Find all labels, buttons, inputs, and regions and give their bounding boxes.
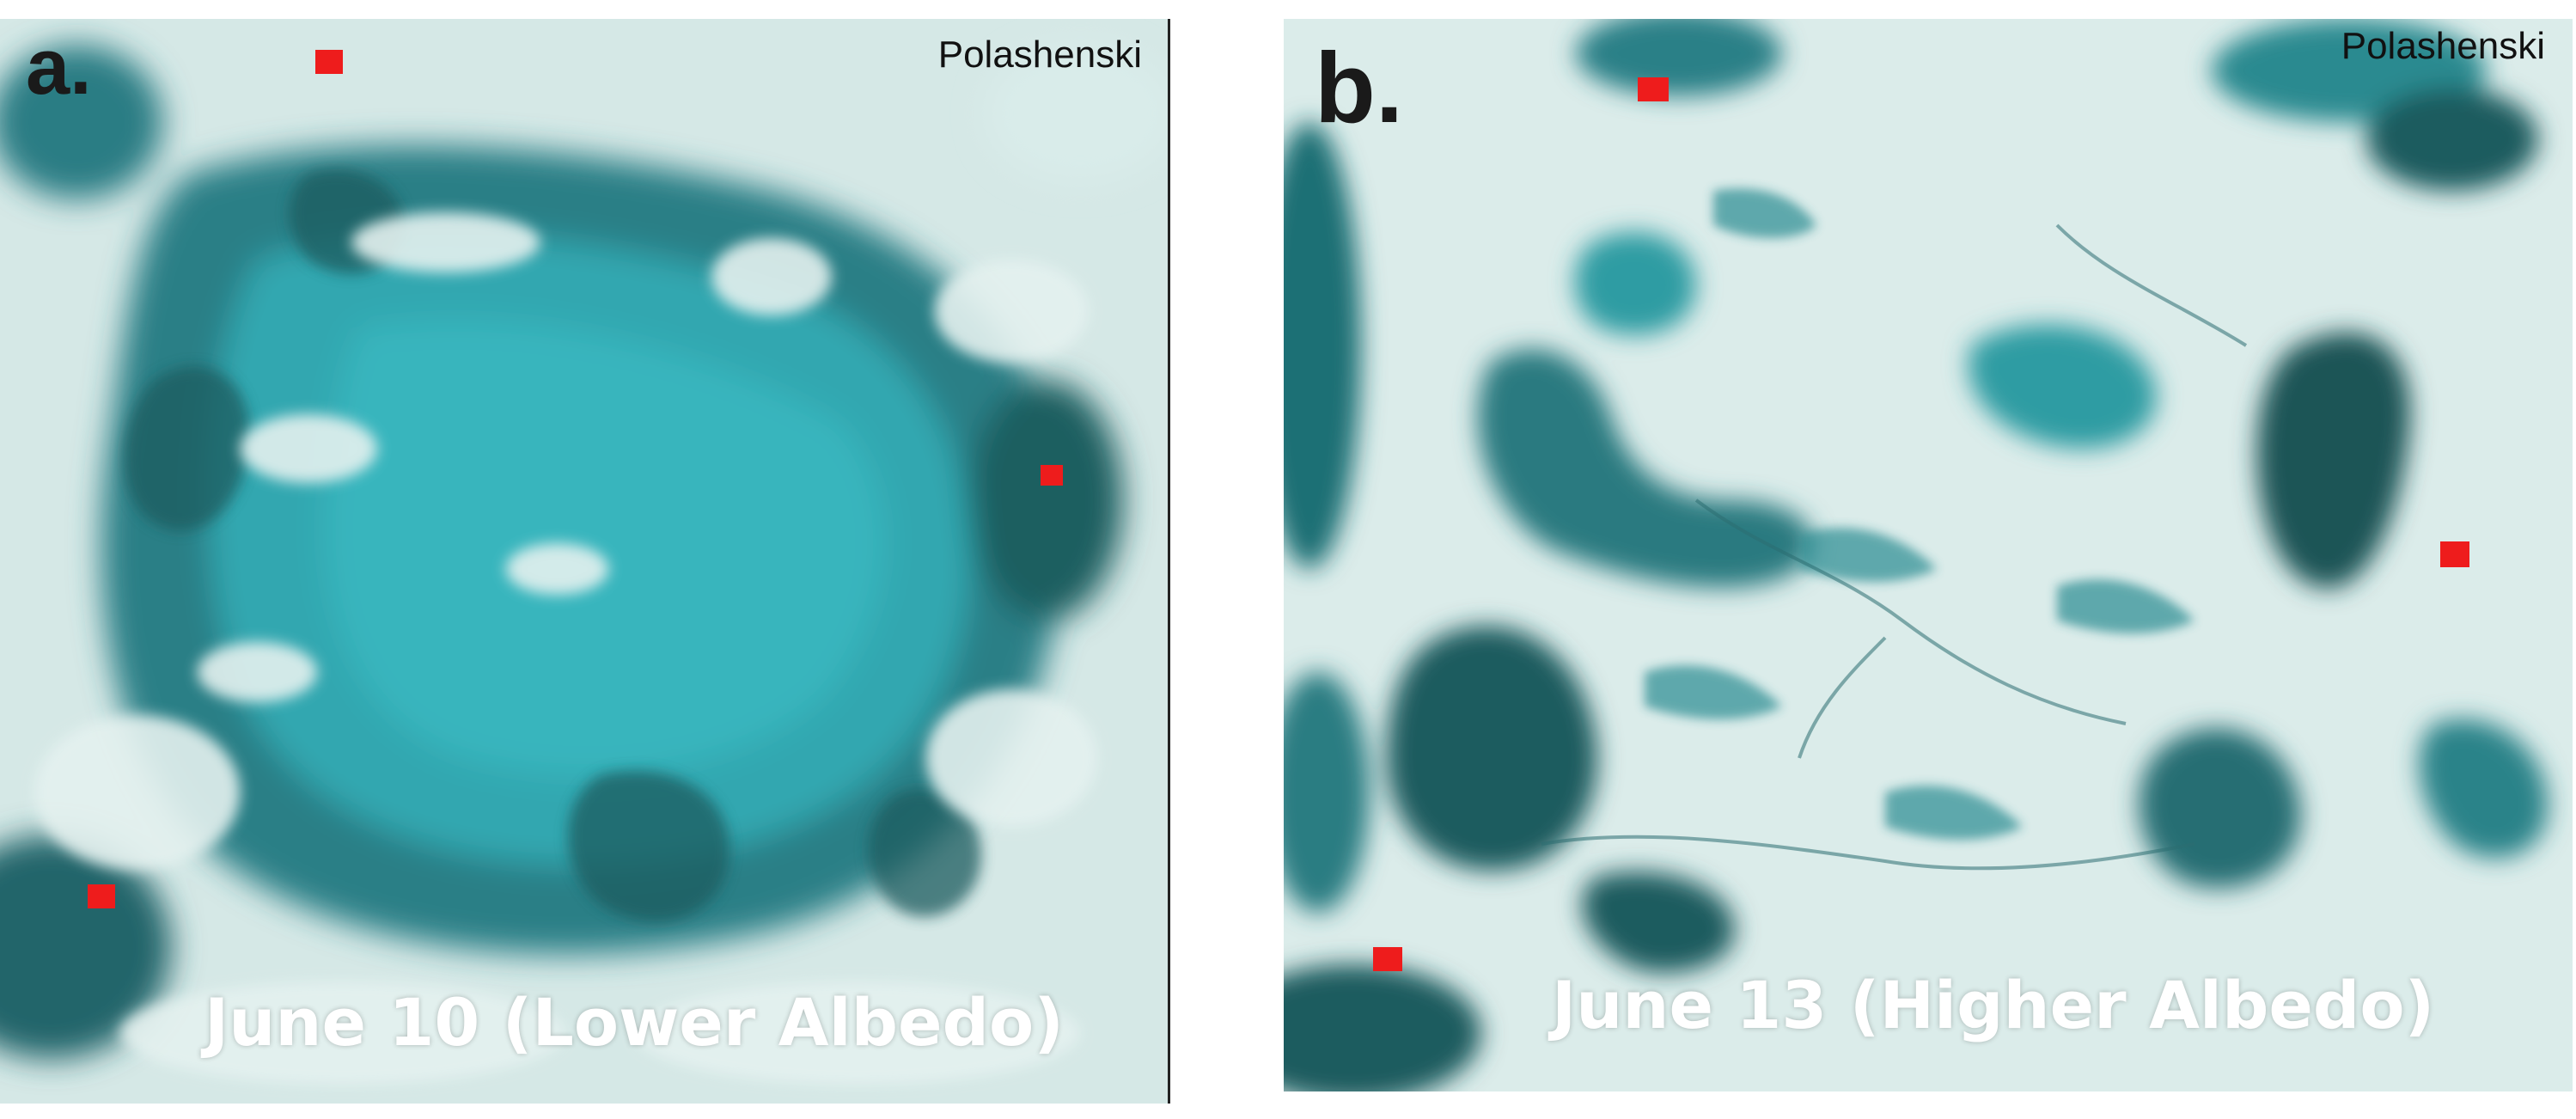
red-marker: [315, 50, 343, 74]
panel-b-credit: Polashenski: [2341, 25, 2545, 67]
sea-ice-photo-a: [0, 19, 1168, 1104]
panel-a-image: a. Polashenski June 10 (Lower Albedo): [0, 19, 1170, 1104]
panel-b-image: b. Polashenski June 13 (Higher Albedo): [1284, 19, 2573, 1091]
red-marker: [88, 884, 115, 908]
panel-a-caption: June 10 (Lower Albedo): [204, 984, 1064, 1061]
panel-b-letter: b.: [1315, 32, 1404, 144]
sea-ice-photo-b: [1284, 19, 2573, 1091]
panel-b-caption: June 13 (Higher Albedo): [1552, 967, 2435, 1043]
red-marker: [1041, 465, 1063, 486]
panel-a-letter: a.: [26, 23, 92, 111]
panel-a-credit: Polashenski: [937, 34, 1142, 76]
red-marker: [2440, 541, 2469, 567]
red-marker: [1373, 947, 1402, 971]
red-marker: [1638, 77, 1669, 101]
